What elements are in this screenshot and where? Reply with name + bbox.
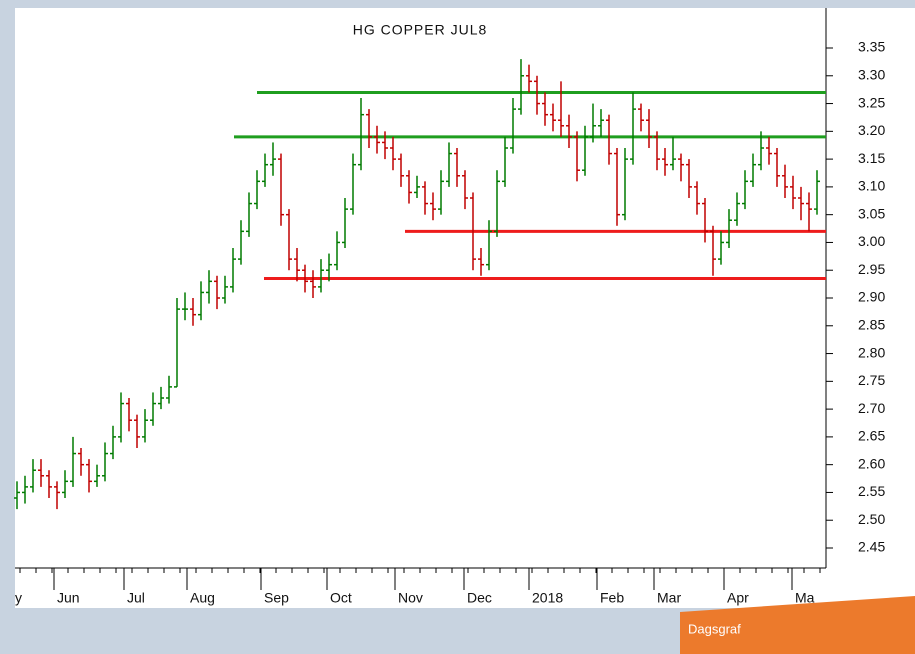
y-tick-label: 2.70 xyxy=(858,400,885,416)
y-tick-label: 3.35 xyxy=(858,39,885,55)
x-tick-label: Oct xyxy=(330,590,352,606)
badge-shape xyxy=(680,596,915,654)
chart-panel xyxy=(15,8,915,608)
x-tick-label: Mar xyxy=(657,590,681,606)
y-tick-label: 2.55 xyxy=(858,483,885,499)
y-tick-label: 3.10 xyxy=(858,178,885,194)
x-tick-label: Ma xyxy=(795,590,815,606)
chart-title: HG COPPER JUL8 xyxy=(353,22,488,38)
y-tick-label: 2.45 xyxy=(858,539,885,555)
y-tick-label: 2.60 xyxy=(858,455,885,471)
y-tick-label: 2.95 xyxy=(858,261,885,277)
x-tick-label: Dec xyxy=(467,590,492,606)
x-tick-label: Sep xyxy=(264,590,289,606)
y-tick-label: 2.90 xyxy=(858,289,885,305)
x-tick-label: Nov xyxy=(398,590,423,606)
x-tick-label: Jul xyxy=(127,590,145,606)
x-tick-label: Jun xyxy=(57,590,80,606)
x-tick-label: 2018 xyxy=(532,590,563,606)
y-tick-label: 2.80 xyxy=(858,344,885,360)
y-tick-label: 2.75 xyxy=(858,372,885,388)
x-tick-label: y xyxy=(15,590,22,606)
y-tick-label: 3.15 xyxy=(858,150,885,166)
x-tick-label: Aug xyxy=(190,590,215,606)
y-tick-label: 3.00 xyxy=(858,233,885,249)
y-tick-label: 2.65 xyxy=(858,428,885,444)
y-tick-label: 3.20 xyxy=(858,122,885,138)
y-tick-label: 2.50 xyxy=(858,511,885,527)
x-tick-label: Apr xyxy=(727,590,749,606)
badge-label: Dagsgraf xyxy=(688,621,741,636)
y-tick-label: 3.05 xyxy=(858,205,885,221)
y-tick-label: 3.25 xyxy=(858,94,885,110)
y-tick-label: 3.30 xyxy=(858,66,885,82)
x-tick-label: Feb xyxy=(600,590,624,606)
y-tick-label: 2.85 xyxy=(858,316,885,332)
